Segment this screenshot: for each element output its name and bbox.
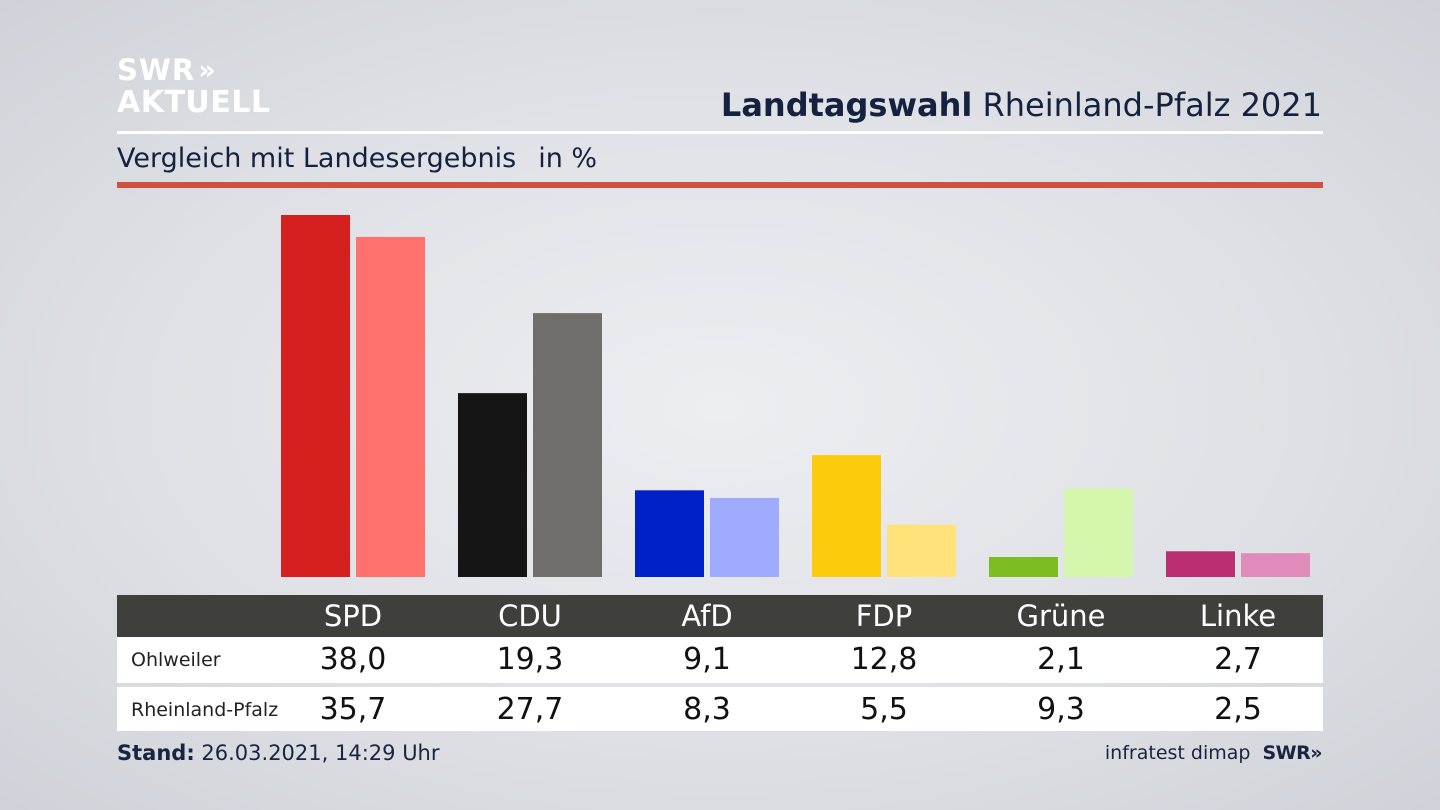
party-header-afd: AfD bbox=[681, 599, 733, 633]
chart-title: Landtagswahl Rheinland-Pfalz 2021 bbox=[721, 86, 1322, 124]
party-header-cdu: CDU bbox=[498, 599, 562, 633]
value-cdu-ohlweiler: 19,3 bbox=[496, 642, 564, 677]
value-linke-ohlweiler: 2,7 bbox=[1214, 642, 1262, 677]
bar-fdp-ohlweiler bbox=[812, 455, 881, 577]
value-grne-rheinland-pfalz: 9,3 bbox=[1037, 692, 1085, 727]
swr-footer-logo: SWR» bbox=[1262, 742, 1322, 764]
party-header-linke: Linke bbox=[1199, 599, 1277, 633]
bar-cdu-ohlweiler bbox=[458, 393, 527, 577]
logo-text-aktuell: AKTUELL bbox=[117, 85, 271, 120]
table-row-ohlweiler: Ohlweiler 38,0 19,3 9,1 12,8 2,1 2,7 bbox=[117, 637, 1323, 683]
results-table: SPD CDU AfD FDP Grüne Linke Ohlweiler 38,0 19,… bbox=[117, 595, 1323, 731]
chart-title-rest: Rheinland-Pfalz 2021 bbox=[982, 86, 1322, 124]
value-linke-rheinland-pfalz: 2,5 bbox=[1214, 692, 1262, 727]
bar-linke-rheinland-pfalz bbox=[1241, 553, 1310, 577]
value-afd-ohlweiler: 9,1 bbox=[683, 642, 731, 677]
stand-label: Stand: bbox=[117, 741, 195, 765]
value-spd-ohlweiler: 38,0 bbox=[319, 642, 387, 677]
bar-grne-ohlweiler bbox=[989, 556, 1058, 577]
title-divider bbox=[117, 131, 1323, 134]
chart-title-bold: Landtagswahl bbox=[720, 86, 973, 124]
value-spd-rheinland-pfalz: 35,7 bbox=[319, 692, 387, 727]
chart-subtitle: Vergleich mit Landesergebnis in % bbox=[117, 143, 597, 174]
bar-spd-rheinland-pfalz bbox=[356, 236, 425, 577]
value-grne-ohlweiler: 2,1 bbox=[1037, 642, 1085, 677]
value-afd-rheinland-pfalz: 8,3 bbox=[683, 692, 731, 727]
subtitle-divider bbox=[117, 182, 1323, 188]
table-header-row: SPD CDU AfD FDP Grüne Linke bbox=[117, 595, 1323, 637]
stand-value: 26.03.2021, 14:29 Uhr bbox=[201, 741, 440, 765]
bar-fdp-rheinland-pfalz bbox=[887, 524, 956, 577]
bar-spd-ohlweiler bbox=[281, 215, 350, 577]
row-label-ohlweiler: Ohlweiler bbox=[131, 649, 221, 671]
table-row-rheinland-pfalz: Rheinland-Pfalz 35,7 27,7 8,3 5,5 9,3 2,5 bbox=[117, 687, 1323, 731]
logo-text-swr: SWR bbox=[117, 53, 196, 87]
swr-aktuell-logo: SWR» AKTUELL bbox=[117, 56, 271, 118]
bar-grne-rheinland-pfalz bbox=[1064, 488, 1133, 577]
source-credit: infratest dimap SWR» bbox=[1104, 742, 1323, 764]
subtitle-text: Vergleich mit Landesergebnis bbox=[117, 143, 517, 174]
value-fdp-rheinland-pfalz: 5,5 bbox=[860, 692, 908, 727]
value-cdu-rheinland-pfalz: 27,7 bbox=[496, 692, 564, 727]
source-text: infratest dimap bbox=[1104, 742, 1251, 764]
bar-linke-ohlweiler bbox=[1166, 551, 1235, 577]
party-header-fdp: FDP bbox=[855, 599, 913, 633]
bar-cdu-rheinland-pfalz bbox=[533, 313, 602, 577]
unit-label: in % bbox=[538, 143, 598, 174]
value-fdp-ohlweiler: 12,8 bbox=[850, 642, 918, 677]
row-label-rheinland-pfalz: Rheinland-Pfalz bbox=[131, 699, 279, 721]
party-header-grne: Grüne bbox=[1016, 599, 1106, 633]
bar-afd-rheinland-pfalz bbox=[710, 497, 779, 577]
bar-chart bbox=[281, 215, 1310, 577]
bar-afd-ohlweiler bbox=[635, 490, 704, 577]
party-header-spd: SPD bbox=[323, 599, 383, 633]
timestamp: Stand: 26.03.2021, 14:29 Uhr bbox=[117, 741, 440, 765]
